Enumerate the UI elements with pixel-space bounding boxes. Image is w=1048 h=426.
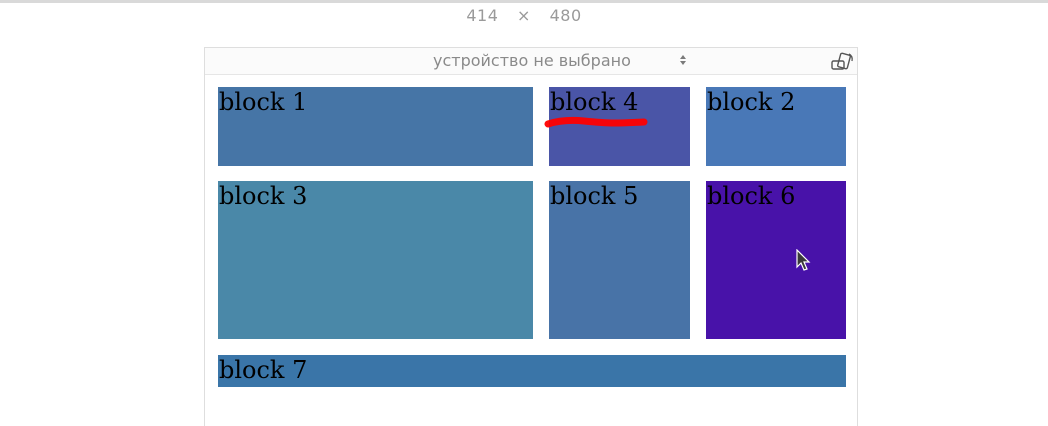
block-6: block 6 <box>706 181 846 339</box>
red-underline-annotation <box>544 116 648 128</box>
device-select[interactable]: устройство не выбрано <box>433 51 631 70</box>
block-4: block 4 <box>549 87 690 166</box>
select-arrows-icon[interactable] <box>679 53 687 67</box>
block-2: block 2 <box>706 87 846 166</box>
block-3: block 3 <box>218 181 533 339</box>
viewport-width[interactable]: 414 <box>466 6 499 25</box>
block-5: block 5 <box>549 181 690 339</box>
block-1: block 1 <box>218 87 533 166</box>
top-border <box>0 0 1048 3</box>
dimension-separator: × <box>517 6 531 25</box>
rotate-device-icon[interactable] <box>829 52 855 72</box>
viewport-height[interactable]: 480 <box>549 6 582 25</box>
block-7: block 7 <box>218 355 846 387</box>
viewport-dimensions: 414 × 480 <box>0 6 1048 25</box>
device-toolbar: устройство не выбрано <box>205 48 857 75</box>
mouse-pointer-icon <box>796 249 811 271</box>
